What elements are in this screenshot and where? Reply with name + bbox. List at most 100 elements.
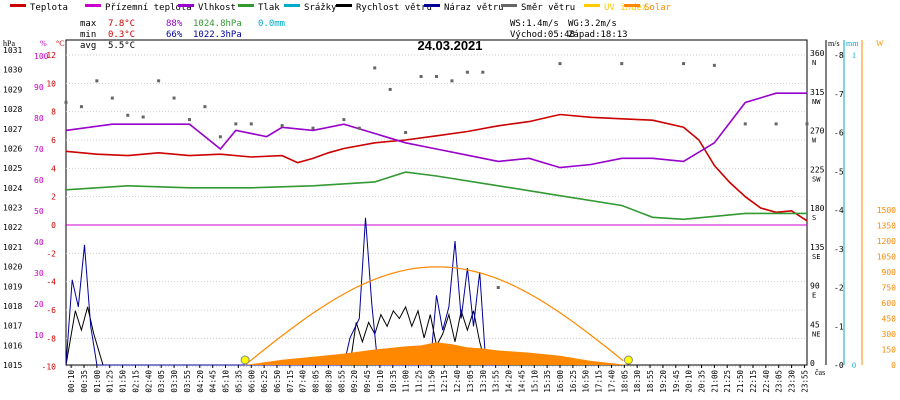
x-tick-label: 10:10: [376, 370, 385, 393]
x-tick-label: 06:00: [247, 370, 256, 393]
x-tick-label: 21:00: [710, 370, 719, 393]
temp-tick-label: 12: [46, 51, 56, 60]
x-tick-label: 23:55: [800, 370, 809, 393]
wind-dir-point: [682, 62, 685, 66]
wind-dir-point: [419, 75, 423, 79]
hpa-tick-label: 1021: [3, 243, 22, 252]
pct-tick-label: 100: [34, 52, 49, 61]
x-tick-label: 02:40: [144, 370, 153, 393]
deg-tick-label: 45: [810, 320, 820, 329]
x-tick-label: 18:55: [646, 370, 655, 393]
pct-tick-label: 80: [34, 114, 44, 123]
hpa-tick-label: 1024: [3, 184, 22, 193]
temp-tick-label: 0: [51, 221, 56, 230]
info-wg: WG:3.2m/s: [568, 19, 617, 29]
pct-tick-label: 20: [34, 300, 44, 309]
pct-tick-label: 40: [34, 238, 44, 247]
w-tick-label: 300: [882, 330, 897, 339]
temp-tick-label: 4: [51, 164, 56, 173]
temp-tick-label: -4: [46, 278, 56, 287]
deg-tick-dir: NE: [812, 330, 820, 338]
x-tick-label: 05:10: [222, 370, 231, 393]
wind-dir-point: [95, 79, 99, 83]
legend-label: Vlhkost: [198, 3, 236, 13]
wind-dir-point: [157, 79, 161, 83]
deg-tick-label: 135: [810, 243, 825, 252]
mm-tick-label: 0: [852, 361, 856, 370]
axes: 1015101610171018101910201021102210231024…: [3, 39, 896, 393]
ms-tick-label: -8: [834, 51, 844, 60]
w-tick-label: 1500: [877, 206, 896, 215]
legend-label: Srážky: [304, 3, 337, 13]
ms-tick-label: -2: [834, 284, 844, 293]
legend-swatch: [85, 4, 101, 7]
temp-tick-label: 10: [46, 79, 56, 88]
deg-tick-label: 270: [810, 127, 825, 136]
deg-tick-label: 0: [810, 359, 815, 368]
hpa-tick-label: 1027: [3, 125, 22, 134]
wind-dir-point: [388, 87, 392, 91]
x-tick-label: 18:30: [633, 370, 642, 393]
x-tick-label: 16:25: [569, 370, 578, 393]
x-tick-label: 23:30: [788, 370, 797, 393]
temp-tick-label: 8: [51, 108, 56, 117]
wind-dir-point: [496, 286, 500, 289]
x-tick-label: 11:00: [402, 370, 411, 393]
series-area-solar: [245, 342, 628, 365]
stats-min-temp: 0.3°C: [108, 30, 135, 40]
x-tick-label: 01:25: [106, 370, 115, 393]
wind-dir-point: [126, 113, 130, 117]
hpa-tick-label: 1020: [3, 263, 22, 272]
legend-label: Náraz větru: [444, 3, 504, 13]
x-tick-label: 04:45: [209, 370, 218, 393]
x-tick-label: 16:50: [582, 370, 591, 393]
x-tick-label: 04:20: [196, 370, 205, 393]
hpa-tick-label: 1016: [3, 341, 22, 350]
wind-dir-point: [357, 126, 361, 130]
hpa-tick-label: 1019: [3, 282, 22, 291]
legend-swatch: [178, 4, 194, 7]
x-tick-label: 00:10: [67, 370, 76, 393]
hpa-tick-label: 1026: [3, 144, 22, 153]
x-tick-label: 08:55: [337, 370, 346, 393]
stats-min-press: 1022.3hPa: [193, 30, 242, 40]
x-tick-label: 06:50: [273, 370, 282, 393]
deg-tick-label: 90: [810, 282, 820, 291]
deg-tick-dir: W: [812, 137, 817, 145]
x-tick-label: 07:15: [286, 370, 295, 393]
w-tick-label: 450: [882, 315, 897, 324]
x-tick-label: 20:35: [698, 370, 707, 393]
solar-theoretical-curve: [244, 266, 624, 366]
plot-frame: [65, 39, 808, 366]
info-ws: WS:1.4m/s: [510, 19, 559, 29]
stats-max-temp: 7.8°C: [108, 19, 135, 29]
legend-swatch: [336, 4, 352, 7]
stats-max-rain: 0.0mm: [258, 19, 285, 29]
chart-title: 24.03.2021: [417, 38, 482, 53]
temp-tick-label: -10: [42, 363, 57, 372]
x-tick-label: 20:10: [685, 370, 694, 393]
x-tick-label: 09:20: [350, 370, 359, 393]
hpa-tick-label: 1028: [3, 105, 22, 114]
x-tick-label: 05:35: [234, 370, 243, 393]
hpa-tick-label: 1031: [3, 46, 22, 55]
deg-tick-dir: NW: [812, 98, 821, 106]
x-tick-label: 21:50: [736, 370, 745, 393]
series-line-wind: [65, 305, 487, 366]
deg-tick-label: 225: [810, 165, 825, 174]
wind-dir-point: [79, 105, 83, 109]
wind-dir-point: [435, 75, 438, 79]
deg-tick-dir: E: [812, 292, 816, 300]
mm-axis-label: mm: [846, 39, 859, 48]
x-tick-label: 19:45: [672, 370, 681, 393]
legend-label: Solar: [644, 3, 672, 13]
wind-dir-point: [188, 118, 191, 122]
deg-tick-dir: S: [812, 214, 816, 222]
wind-dir-point: [450, 79, 454, 83]
x-tick-label: 07:40: [299, 370, 308, 393]
pct-tick-label: 70: [34, 145, 44, 154]
wind-dir-point: [743, 122, 747, 126]
wind-dir-point: [342, 118, 346, 122]
pct-tick-label: 30: [34, 269, 44, 278]
pct-axis-label: %: [40, 39, 47, 48]
